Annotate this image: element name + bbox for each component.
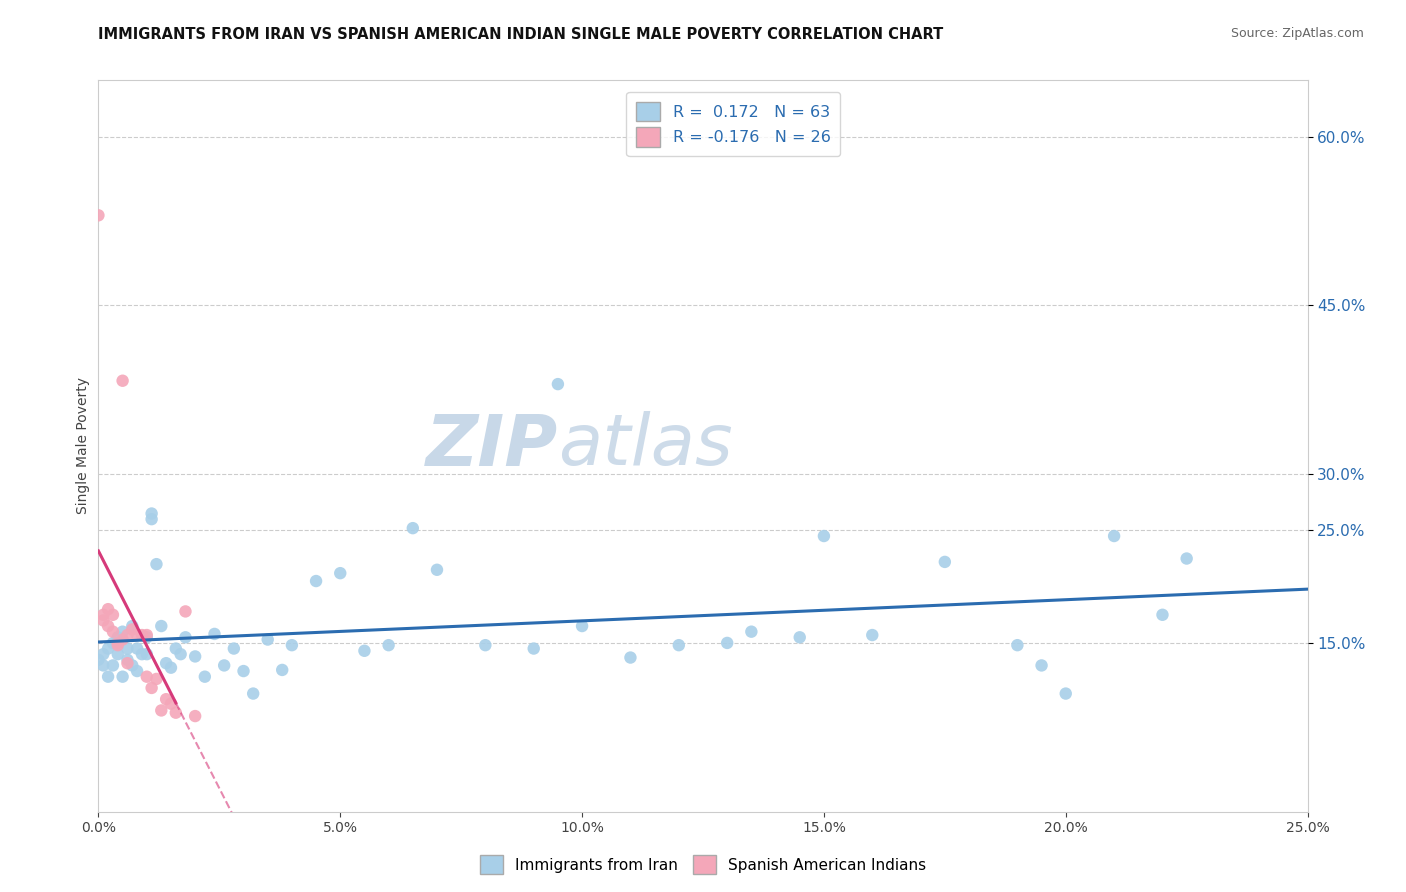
Point <box>242 687 264 701</box>
Point <box>813 529 835 543</box>
Point <box>150 703 173 717</box>
Point <box>131 647 153 661</box>
Point <box>97 641 120 656</box>
Point <box>135 628 157 642</box>
Point <box>1102 529 1125 543</box>
Point <box>160 661 183 675</box>
Point <box>547 377 569 392</box>
Text: IMMIGRANTS FROM IRAN VS SPANISH AMERICAN INDIAN SINGLE MALE POVERTY CORRELATION : IMMIGRANTS FROM IRAN VS SPANISH AMERICAN… <box>98 27 943 42</box>
Point <box>194 670 217 684</box>
Point <box>150 619 173 633</box>
Point <box>184 709 207 723</box>
Point <box>97 619 120 633</box>
Point <box>91 647 114 661</box>
Point <box>619 650 641 665</box>
Point <box>222 641 245 656</box>
Point <box>204 627 226 641</box>
Legend: R =  0.172   N = 63, R = -0.176   N = 26: R = 0.172 N = 63, R = -0.176 N = 26 <box>626 92 841 156</box>
Point <box>426 563 449 577</box>
Point <box>402 521 425 535</box>
Point <box>174 604 197 618</box>
Point <box>169 647 191 661</box>
Point <box>91 607 114 622</box>
Point <box>141 512 163 526</box>
Point <box>117 628 139 642</box>
Point <box>184 649 207 664</box>
Point <box>111 374 134 388</box>
Point <box>789 630 811 644</box>
Point <box>165 641 187 656</box>
Point <box>107 638 129 652</box>
Point <box>91 658 114 673</box>
Point <box>101 624 124 639</box>
Point <box>716 636 738 650</box>
Point <box>111 624 134 639</box>
Point <box>111 670 134 684</box>
Point <box>1007 638 1029 652</box>
Point <box>87 208 110 222</box>
Point <box>87 653 110 667</box>
Point <box>101 607 124 622</box>
Point <box>121 619 143 633</box>
Point <box>127 664 149 678</box>
Point <box>145 557 167 571</box>
Point <box>111 632 134 647</box>
Point <box>107 647 129 661</box>
Point <box>117 656 139 670</box>
Point <box>232 664 254 678</box>
Point <box>377 638 399 652</box>
Point <box>1175 551 1198 566</box>
Point <box>212 658 235 673</box>
Text: atlas: atlas <box>558 411 733 481</box>
Point <box>121 623 143 637</box>
Point <box>934 555 956 569</box>
Point <box>97 670 120 684</box>
Point <box>523 641 546 656</box>
Point <box>1054 687 1077 701</box>
Point <box>305 574 328 588</box>
Point <box>281 638 304 652</box>
Point <box>860 628 883 642</box>
Point <box>474 638 496 652</box>
Point <box>571 619 593 633</box>
Point <box>740 624 762 639</box>
Point <box>145 672 167 686</box>
Point <box>127 628 149 642</box>
Point <box>1031 658 1053 673</box>
Point <box>135 630 157 644</box>
Point <box>155 692 177 706</box>
Point <box>97 602 120 616</box>
Point <box>107 630 129 644</box>
Point <box>135 670 157 684</box>
Point <box>117 653 139 667</box>
Legend: Immigrants from Iran, Spanish American Indians: Immigrants from Iran, Spanish American I… <box>474 849 932 880</box>
Text: ZIP: ZIP <box>426 411 558 481</box>
Point <box>117 641 139 656</box>
Point <box>141 507 163 521</box>
Point <box>121 658 143 673</box>
Point <box>141 681 163 695</box>
Point <box>668 638 690 652</box>
Point <box>101 658 124 673</box>
Point <box>1152 607 1174 622</box>
Point <box>271 663 294 677</box>
Point <box>91 614 114 628</box>
Point <box>353 644 375 658</box>
Point <box>101 636 124 650</box>
Point <box>155 656 177 670</box>
Point <box>165 706 187 720</box>
Point <box>329 566 352 581</box>
Point <box>131 628 153 642</box>
Point <box>174 630 197 644</box>
Point <box>135 647 157 661</box>
Point <box>256 632 278 647</box>
Text: Source: ZipAtlas.com: Source: ZipAtlas.com <box>1230 27 1364 40</box>
Y-axis label: Single Male Poverty: Single Male Poverty <box>76 377 90 515</box>
Point <box>127 641 149 656</box>
Point <box>160 697 183 711</box>
Point <box>107 636 129 650</box>
